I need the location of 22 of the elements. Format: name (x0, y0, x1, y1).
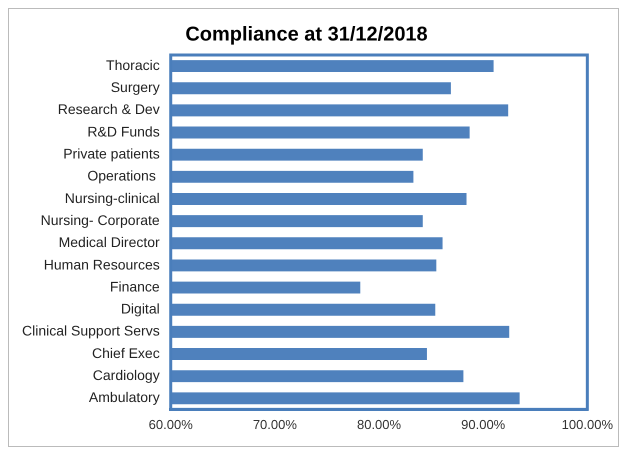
y-tick-label: Cardiology (92, 367, 160, 384)
y-tick-label: Finance (110, 278, 160, 294)
y-tick-label: Operations (87, 168, 160, 184)
x-tick-label: 80.00% (356, 416, 402, 432)
y-tick-label: Human Resources (44, 256, 160, 272)
y-tick-label: Medical Director (58, 234, 160, 250)
y-tick-label: Ambulatory (88, 389, 160, 406)
x-tick-label: 70.00% (252, 416, 298, 432)
y-tick-label: Private patients (63, 146, 160, 162)
y-tick-label: R&D Funds (87, 123, 160, 140)
x-tick-label: 60.00% (148, 416, 194, 432)
y-tick-label: Chief Exec (92, 344, 160, 361)
y-tick-label: Digital (120, 300, 160, 317)
chart-title: Compliance at 31/12/2018 (185, 24, 428, 46)
y-tick-label: Nursing- Corporate (40, 212, 160, 228)
x-tick-label: 90.00% (461, 416, 506, 432)
x-tick-label: 100.00% (562, 416, 614, 432)
y-tick-label: Surgery (110, 79, 160, 96)
y-tick-label: Clinical Support Servs (22, 322, 160, 339)
y-tick-label: Nursing-clinical (64, 190, 160, 206)
y-tick-label: Thoracic (106, 56, 160, 73)
y-tick-label: Research & Dev (58, 101, 160, 118)
